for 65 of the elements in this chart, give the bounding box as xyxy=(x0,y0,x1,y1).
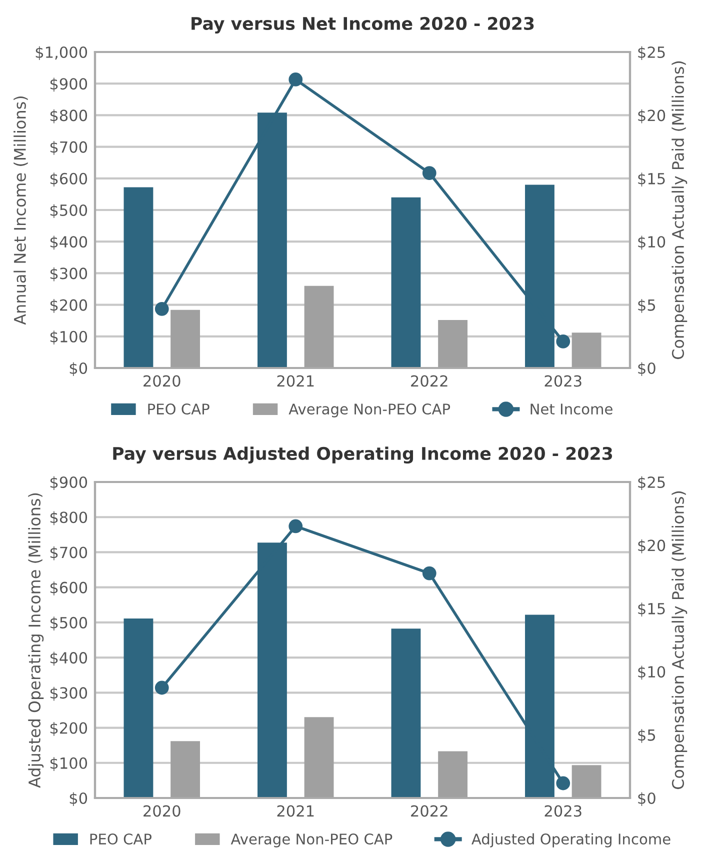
bar xyxy=(391,628,421,798)
legend-label: PEO CAP xyxy=(90,834,152,845)
x-tick-label: 2022 xyxy=(411,375,448,387)
point xyxy=(154,680,169,695)
y-tick-label: $300 xyxy=(50,686,88,701)
y-tick-label: $1,000 xyxy=(36,46,88,60)
x-tick-label: 2021 xyxy=(277,805,314,817)
y-tick-label: $800 xyxy=(50,511,88,526)
y-tick-label: $300 xyxy=(50,267,88,282)
legend-label: Average Non-PEO CAP xyxy=(288,404,450,418)
y-tick-label: $200 xyxy=(50,722,88,736)
x-tick-label: 2020 xyxy=(144,805,180,817)
y-tick-label: $800 xyxy=(50,109,88,124)
x-tick-label: 2023 xyxy=(544,375,582,387)
legend-label: Adjusted Operating Income xyxy=(472,833,670,848)
y2-tick-label: $15 xyxy=(638,172,665,186)
y-tick-label: $0 xyxy=(70,362,88,376)
y2-tick-label: $15 xyxy=(638,602,665,616)
point xyxy=(556,776,570,790)
point xyxy=(288,72,303,86)
y2-tick-label: $10 xyxy=(638,666,666,680)
y-tick-label: $400 xyxy=(50,652,88,666)
bar xyxy=(124,187,154,368)
y-tick-label: $500 xyxy=(50,204,88,218)
legend-label: Net Income xyxy=(530,404,612,415)
y2-tick-label: $20 xyxy=(638,109,666,124)
x-tick-label: 2020 xyxy=(144,375,180,387)
y2-tick-label: $25 xyxy=(638,46,665,60)
y-tick-label: $700 xyxy=(50,546,88,560)
legend-label: Average Non-PEO CAP xyxy=(230,834,392,848)
chart-title: Pay versus Adjusted Operating Income 2020 - 2023 xyxy=(113,446,612,464)
chart-title: Pay versus Net Income 2020 - 2023 xyxy=(192,16,534,34)
y2-tick-label: $0 xyxy=(638,362,656,376)
y-tick-label: $400 xyxy=(50,236,88,250)
y2-axis-title: Compensation Actually Paid (Millions) xyxy=(672,491,688,790)
x-tick-label: 2021 xyxy=(277,375,314,387)
y-axis-title: Annual Net Income (Millions) xyxy=(14,96,28,325)
bar xyxy=(391,197,421,368)
x-tick-label: 2023 xyxy=(544,805,582,817)
y-tick-label: $500 xyxy=(50,616,88,630)
y-tick-label: $900 xyxy=(50,476,88,490)
y2-tick-label: $5 xyxy=(638,728,656,743)
point xyxy=(288,519,303,534)
y-tick-label: $600 xyxy=(50,172,88,186)
y2-tick-label: $20 xyxy=(638,539,666,554)
y-tick-label: $200 xyxy=(50,298,88,313)
y-tick-label: $100 xyxy=(50,330,88,344)
point xyxy=(422,566,436,580)
legend-label: PEO CAP xyxy=(148,404,210,415)
y-tick-label: $0 xyxy=(70,792,88,806)
y-tick-label: $900 xyxy=(50,78,88,92)
y2-tick-label: $0 xyxy=(638,792,656,806)
y-tick-label: $700 xyxy=(50,140,88,155)
y2-tick-label: $5 xyxy=(638,298,656,313)
point xyxy=(422,166,436,180)
y-axis-title: Adjusted Operating Income (Millions) xyxy=(28,493,44,788)
bar xyxy=(124,618,154,798)
point xyxy=(154,302,169,316)
y2-axis-title: Compensation Actually Paid (Millions) xyxy=(672,61,688,360)
x-tick-label: 2022 xyxy=(411,805,448,817)
y2-tick-label: $25 xyxy=(638,476,665,490)
y2-tick-label: $10 xyxy=(638,236,666,250)
y-tick-label: $600 xyxy=(50,582,88,596)
y-tick-label: $100 xyxy=(50,757,88,771)
point xyxy=(556,334,570,348)
